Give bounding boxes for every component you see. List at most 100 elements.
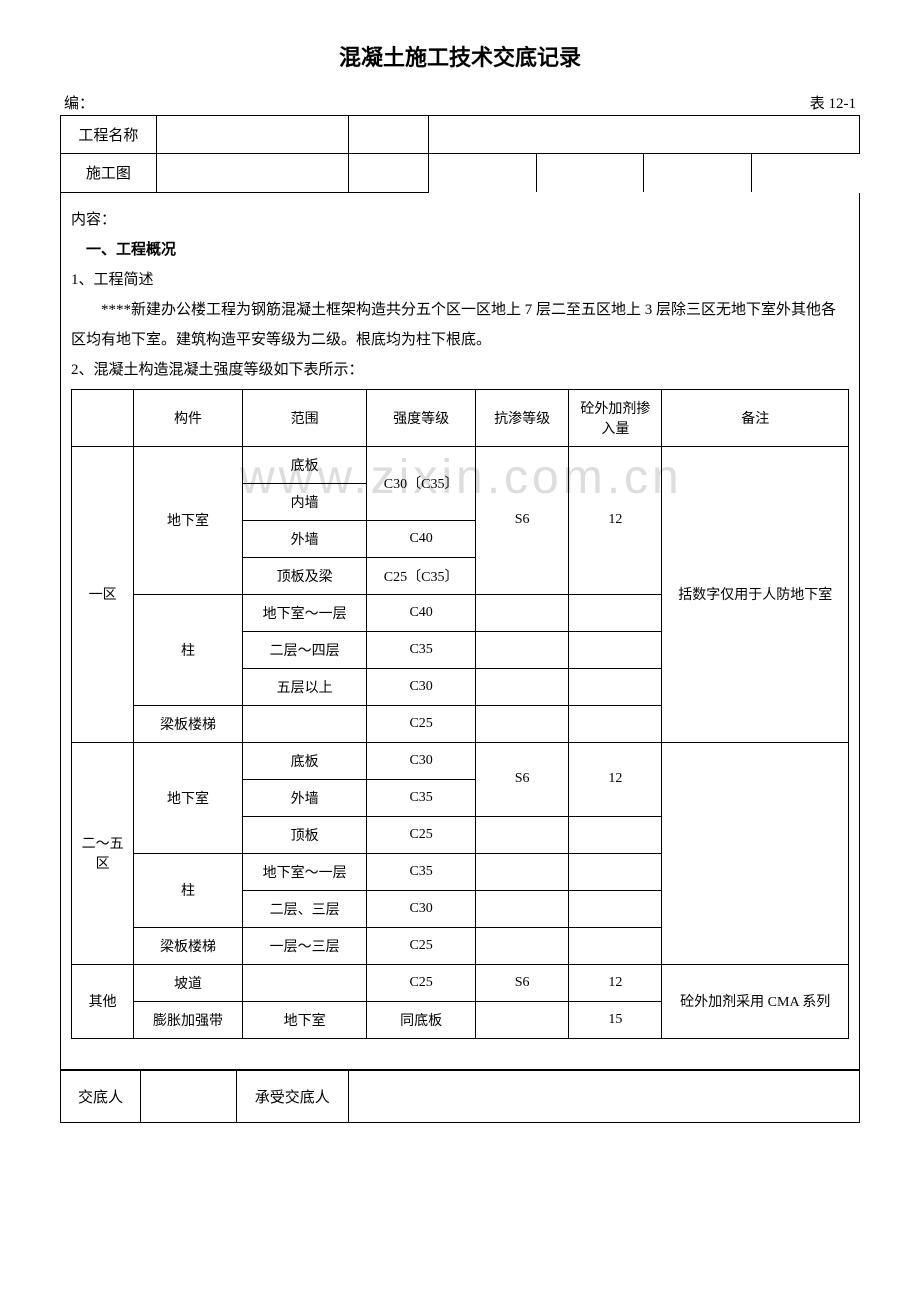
cell (476, 890, 569, 927)
cell (242, 964, 366, 1001)
cell-remark (662, 742, 849, 964)
cell: C30〔C35〕 (367, 446, 476, 520)
cell: 地下室 (134, 742, 243, 853)
th: 砼外加剂掺入量 (569, 389, 662, 446)
cell-zone: 其他 (72, 964, 134, 1038)
cell-zone: 一区 (72, 446, 134, 742)
label-drawing: 施工图 (61, 154, 157, 193)
cell: 顶板 (242, 816, 366, 853)
cell: 地下室 (134, 446, 243, 594)
cell (476, 668, 569, 705)
text-line: 1、工程简述 (71, 265, 849, 295)
spec-table: 构件 范围 强度等级 抗渗等级 砼外加剂掺入量 备注 一区 地下室 底板 C30… (71, 389, 849, 1039)
cell-remark: 括数字仅用于人防地下室 (662, 446, 849, 742)
label-project-name: 工程名称 (61, 116, 157, 154)
text-para: ****新建办公楼工程为钢筋混凝土框架构造共分五个区一区地上 7 层二至五区地上… (71, 295, 849, 355)
cell: 外墙 (242, 779, 366, 816)
cell (476, 631, 569, 668)
cell: 二层、三层 (242, 890, 366, 927)
cell: C25 (367, 964, 476, 1001)
cell: 15 (569, 1001, 662, 1038)
cell: 12 (569, 964, 662, 1001)
cell (569, 668, 662, 705)
header-right: 表 12-1 (810, 92, 856, 113)
table-row: 一区 地下室 底板 C30〔C35〕 S6 12 括数字仅用于人防地下室 (72, 446, 849, 483)
cell (348, 154, 428, 193)
cell: 梁板楼梯 (134, 927, 243, 964)
cell: 一层～三层 (242, 927, 366, 964)
page-title: 混凝土施工技术交底记录 (60, 40, 860, 72)
cell: 12 (569, 446, 662, 594)
cell: C25 (367, 927, 476, 964)
cell: 五层以上 (242, 668, 366, 705)
cell (569, 705, 662, 742)
cell-zone: 二～五区 (72, 742, 134, 964)
cell (569, 594, 662, 631)
cell: 顶板及梁 (242, 557, 366, 594)
cell (140, 1070, 236, 1122)
info-table: 工程名称 施工图 (60, 115, 860, 193)
content-heading: 内容： (71, 205, 849, 235)
cell: 底板 (242, 742, 366, 779)
th: 强度等级 (367, 389, 476, 446)
cell: 柱 (134, 594, 243, 705)
cell: 外墙 (242, 520, 366, 557)
cell: S6 (476, 446, 569, 594)
cell: 膨胀加强带 (134, 1001, 243, 1038)
cell: C40 (367, 594, 476, 631)
cell (156, 116, 348, 154)
cell: C25 (367, 816, 476, 853)
label-submitter: 交底人 (61, 1070, 141, 1122)
cell (536, 154, 644, 192)
table-header-row: 构件 范围 强度等级 抗渗等级 砼外加剂掺入量 备注 (72, 389, 849, 446)
cell: C40 (367, 520, 476, 557)
cell: C35 (367, 631, 476, 668)
cell (476, 1001, 569, 1038)
th (72, 389, 134, 446)
cell: S6 (476, 964, 569, 1001)
cell: C35 (367, 853, 476, 890)
header-left: 编： (64, 92, 94, 113)
cell: 地下室 (242, 1001, 366, 1038)
table-row: 其他 坡道 C25 S6 12 砼外加剂采用 CMA 系列 (72, 964, 849, 1001)
footer-table: 交底人 承受交底人 (60, 1070, 860, 1123)
cell: 内墙 (242, 483, 366, 520)
table-row: 二～五区 地下室 底板 C30 S6 12 (72, 742, 849, 779)
cell (569, 890, 662, 927)
cell: S6 (476, 742, 569, 816)
cell (476, 816, 569, 853)
cell (429, 154, 537, 192)
cell (752, 154, 860, 192)
cell: 地下室～一层 (242, 853, 366, 890)
th: 抗渗等级 (476, 389, 569, 446)
cell (348, 1070, 859, 1122)
cell (348, 116, 428, 154)
cell: C30 (367, 890, 476, 927)
cell (428, 116, 859, 154)
cell: C35 (367, 779, 476, 816)
content-block: 内容： 一、工程概况 1、工程简述 ****新建办公楼工程为钢筋混凝土框架构造共… (60, 193, 860, 1070)
cell: 同底板 (367, 1001, 476, 1038)
cell (476, 594, 569, 631)
cell (644, 154, 752, 192)
cell (569, 816, 662, 853)
cell: 底板 (242, 446, 366, 483)
th: 范围 (242, 389, 366, 446)
cell: C30 (367, 742, 476, 779)
cell (476, 705, 569, 742)
header-row: 编： 表 12-1 (60, 92, 860, 113)
th: 备注 (662, 389, 849, 446)
cell (476, 853, 569, 890)
th: 构件 (134, 389, 243, 446)
cell (569, 853, 662, 890)
cell: 梁板楼梯 (134, 705, 243, 742)
cell: C25 (367, 705, 476, 742)
cell (156, 154, 348, 193)
text-line: 2、混凝土构造混凝土强度等级如下表所示： (71, 355, 849, 385)
label-receiver: 承受交底人 (236, 1070, 348, 1122)
cell (476, 927, 569, 964)
section-title: 一、工程概况 (71, 235, 849, 265)
cell: 地下室～一层 (242, 594, 366, 631)
cell-remark: 砼外加剂采用 CMA 系列 (662, 964, 849, 1038)
cell: 二层～四层 (242, 631, 366, 668)
